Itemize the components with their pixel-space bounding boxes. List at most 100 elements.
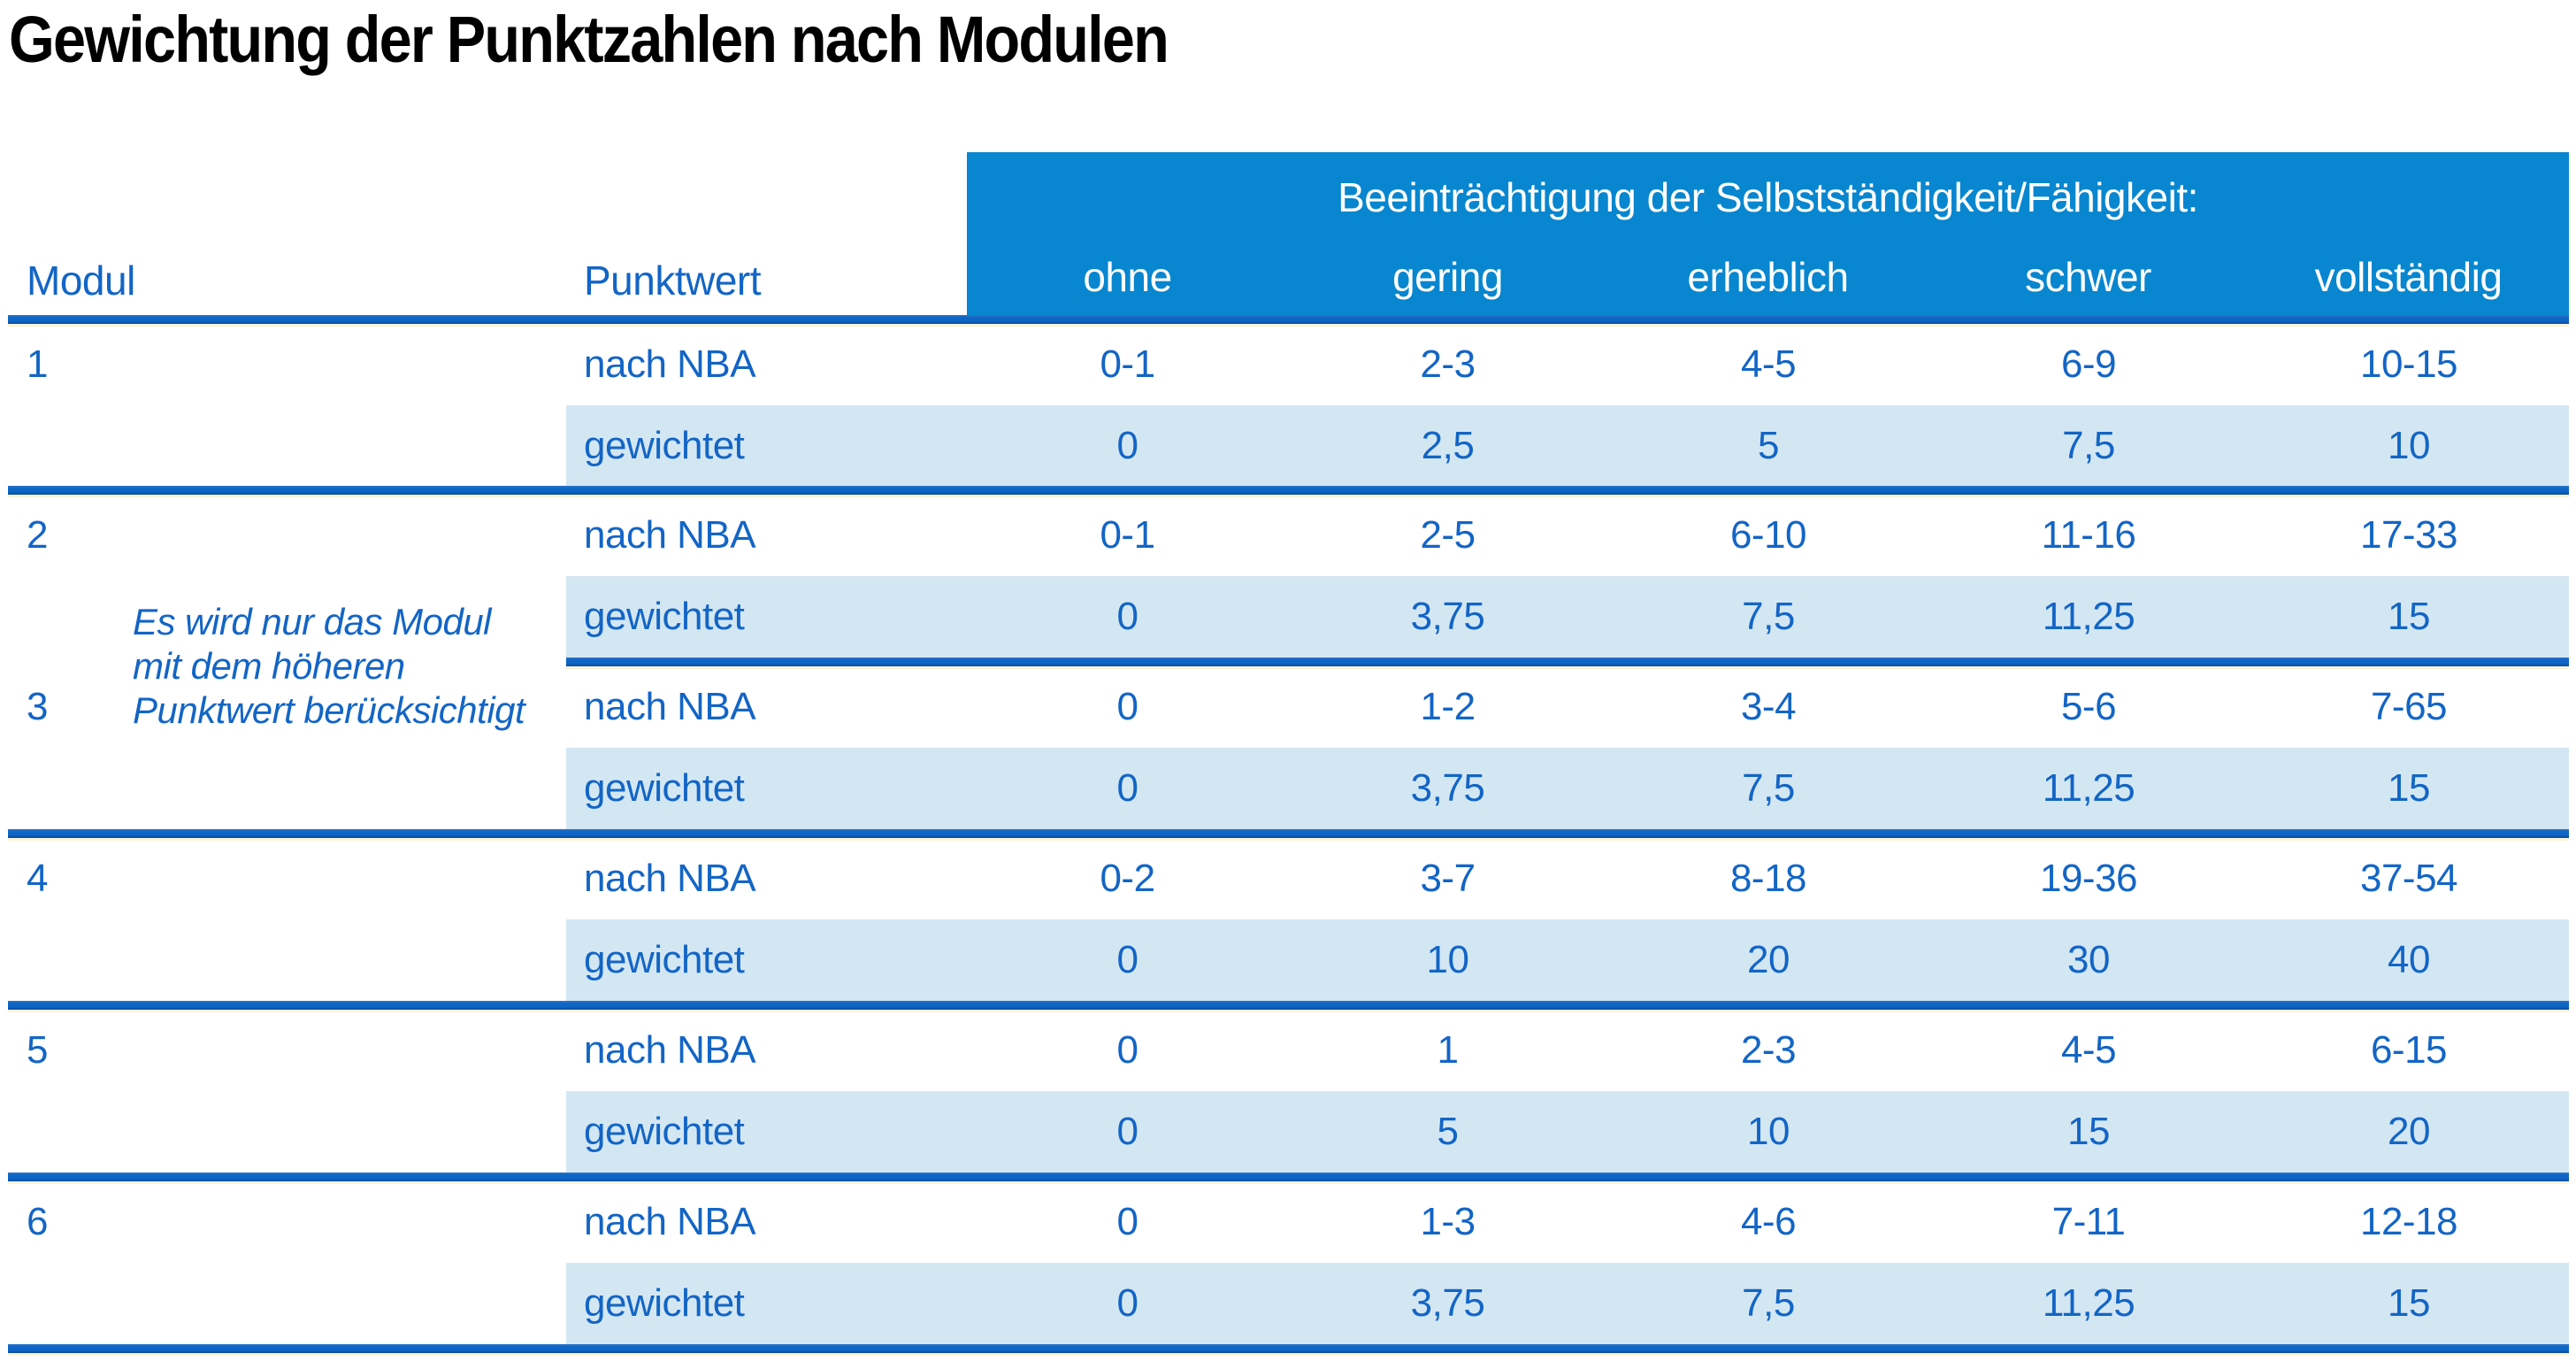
module-3-nach-row: 3 nach NBA 0 1-2 3-4 5-6 7-65 xyxy=(8,666,2569,748)
column-header-modul: Modul xyxy=(27,258,135,304)
row-label-gewichtet: gewichtet xyxy=(584,766,745,810)
module-separator xyxy=(8,1001,2569,1010)
value-cell: 7,5 xyxy=(2062,424,2115,467)
value-cell: 20 xyxy=(1747,938,1790,981)
value-cell: 7-65 xyxy=(2370,685,2448,728)
module-number: 5 xyxy=(27,1028,48,1072)
module-separator xyxy=(8,829,2569,838)
row-label-nach-nba: nach NBA xyxy=(584,1028,756,1072)
module-number: 4 xyxy=(27,857,48,900)
value-cell: 11,25 xyxy=(2042,766,2135,810)
value-cell: 3,75 xyxy=(1410,595,1485,638)
module-1-gewichtet-row: gewichtet 0 2,5 5 7,5 10 xyxy=(8,405,2569,487)
column-header-punktwert: Punktwert xyxy=(584,258,762,304)
severity-label-erheblich: erheblich xyxy=(1687,254,1849,300)
module-2-gewichtet-row: gewichtet 0 3,75 7,5 11,25 15 xyxy=(8,576,2569,657)
module-4-nach-row: 4 nach NBA 0-2 3-7 8-18 19-36 37-54 xyxy=(8,838,2569,919)
value-cell: 40 xyxy=(2388,938,2430,981)
modules-2-3-note: Es wird nur das Modul mit dem höheren Pu… xyxy=(133,601,525,731)
value-cell: 2-5 xyxy=(1420,513,1476,557)
value-cell: 3-4 xyxy=(1740,685,1797,728)
row-label-nach-nba: nach NBA xyxy=(584,1200,756,1243)
value-cell: 0 xyxy=(1116,1200,1138,1243)
value-cell: 7-11 xyxy=(2051,1200,2126,1243)
value-cell: 2-3 xyxy=(1420,342,1476,386)
value-cell: 0 xyxy=(1116,685,1138,728)
value-cell: 5 xyxy=(1437,1110,1459,1153)
value-cell: 20 xyxy=(2388,1110,2430,1153)
row-highlight xyxy=(566,1091,2569,1173)
row-highlight xyxy=(566,576,2569,657)
severity-label-ohne: ohne xyxy=(1083,254,1172,300)
value-cell: 30 xyxy=(2067,938,2110,981)
row-highlight xyxy=(566,919,2569,1001)
row-label-nach-nba: nach NBA xyxy=(584,513,756,557)
value-cell: 19-36 xyxy=(2039,857,2138,900)
row-label-gewichtet: gewichtet xyxy=(584,1110,745,1153)
module-6-gewichtet-row: gewichtet 0 3,75 7,5 11,25 15 xyxy=(8,1263,2569,1344)
module-number: 6 xyxy=(27,1200,48,1243)
value-cell: 37-54 xyxy=(2359,857,2458,900)
row-label-nach-nba: nach NBA xyxy=(584,685,756,728)
value-cell: 15 xyxy=(2388,766,2430,810)
value-cell: 15 xyxy=(2388,1281,2430,1325)
value-cell: 8-18 xyxy=(1729,857,1807,900)
table-bottom-rule xyxy=(8,1344,2569,1353)
value-cell: 10 xyxy=(1747,1110,1790,1153)
module-number: 2 xyxy=(27,513,48,557)
value-cell: 4-5 xyxy=(1740,342,1797,386)
value-cell: 1-3 xyxy=(1420,1200,1476,1243)
value-cell: 1-2 xyxy=(1420,685,1476,728)
row-label-nach-nba: nach NBA xyxy=(584,342,756,386)
value-cell: 15 xyxy=(2067,1110,2110,1153)
value-cell: 12-18 xyxy=(2359,1200,2458,1243)
value-cell: 11-16 xyxy=(2041,513,2136,557)
module-5-nach-row: 5 nach NBA 0 1 2-3 4-5 6-15 xyxy=(8,1010,2569,1091)
value-cell: 3-7 xyxy=(1420,857,1476,900)
value-cell: 10 xyxy=(2388,424,2430,467)
value-cell: 6-9 xyxy=(2060,342,2117,386)
header-rule xyxy=(8,315,2569,324)
impairment-header: Beeinträchtigung der Selbstständigkeit/F… xyxy=(1338,174,2198,220)
row-label-gewichtet: gewichtet xyxy=(584,1281,745,1325)
value-cell: 0 xyxy=(1116,595,1138,638)
module-1-nach-row: 1 nach NBA 0-1 2-3 4-5 6-9 10-15 xyxy=(8,324,2569,405)
page-title: Gewichtung der Punktzahlen nach Modulen xyxy=(9,3,1169,76)
module-6-nach-row: 6 nach NBA 0 1-3 4-6 7-11 12-18 xyxy=(8,1181,2569,1263)
value-cell: 5 xyxy=(1758,424,1779,467)
module-3-gewichtet-row: gewichtet 0 3,75 7,5 11,25 15 xyxy=(8,748,2569,829)
value-cell: 15 xyxy=(2388,595,2430,638)
value-cell: 1 xyxy=(1437,1028,1459,1072)
value-cell: 3,75 xyxy=(1410,766,1485,810)
value-cell: 0-1 xyxy=(1100,342,1155,386)
module-2-nach-row: 2 nach NBA 0-1 2-5 6-10 11-16 17-33 xyxy=(8,495,2569,576)
module-number: 1 xyxy=(27,342,48,386)
module-2-3-partial-separator xyxy=(566,657,2569,666)
severity-label-gering: gering xyxy=(1392,254,1503,300)
module-separator xyxy=(8,486,2569,495)
severity-label-vollstaendig: vollständig xyxy=(2314,254,2503,300)
value-cell: 7,5 xyxy=(1742,595,1795,638)
module-4-gewichtet-row: gewichtet 0 10 20 30 40 xyxy=(8,919,2569,1001)
value-cell: 10 xyxy=(1426,938,1469,981)
row-highlight xyxy=(566,405,2569,487)
value-cell: 0 xyxy=(1116,938,1138,981)
value-cell: 11,25 xyxy=(2042,595,2135,638)
table-header-block: Beeinträchtigung der Selbstständigkeit/F… xyxy=(967,152,2569,315)
value-cell: 5-6 xyxy=(2060,685,2117,728)
row-label-gewichtet: gewichtet xyxy=(584,595,745,638)
value-cell: 2-3 xyxy=(1740,1028,1797,1072)
value-cell: 0 xyxy=(1116,424,1138,467)
value-cell: 0-2 xyxy=(1100,857,1155,900)
value-cell: 3,75 xyxy=(1410,1281,1485,1325)
value-cell: 0-1 xyxy=(1100,513,1155,557)
value-cell: 6-15 xyxy=(2370,1028,2448,1072)
value-cell: 4-6 xyxy=(1740,1200,1797,1243)
value-cell: 0 xyxy=(1116,1028,1138,1072)
value-cell: 10-15 xyxy=(2359,342,2458,386)
value-cell: 0 xyxy=(1116,1110,1138,1153)
value-cell: 2,5 xyxy=(1421,424,1475,467)
value-cell: 6-10 xyxy=(1729,513,1807,557)
value-cell: 7,5 xyxy=(1742,766,1795,810)
